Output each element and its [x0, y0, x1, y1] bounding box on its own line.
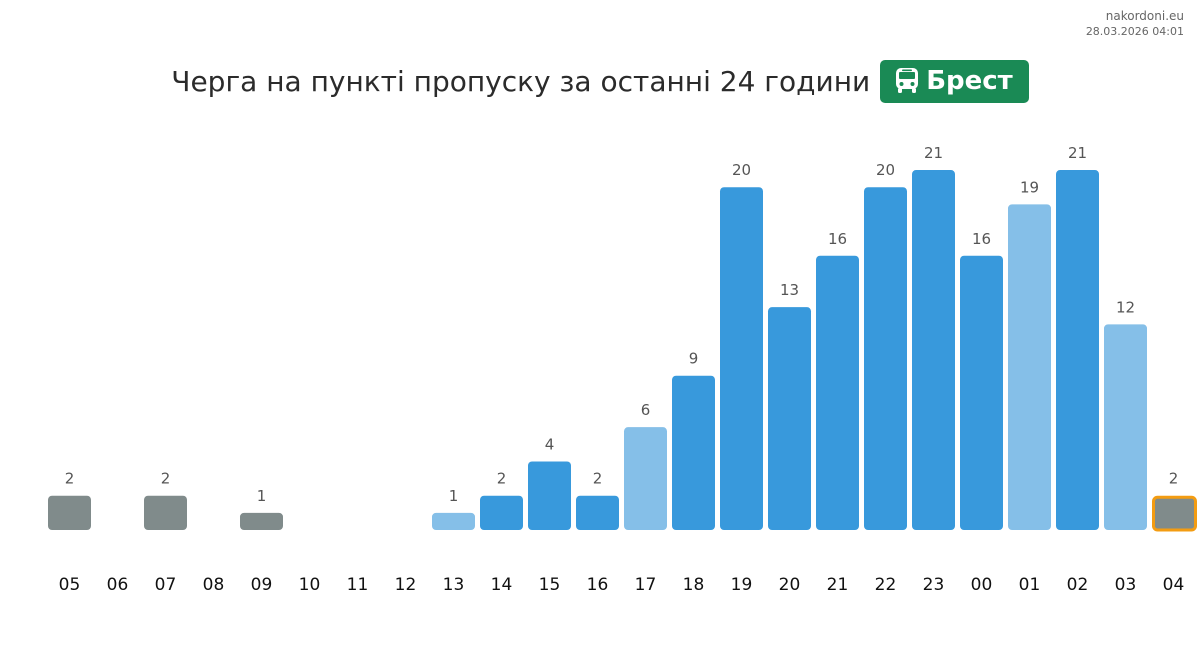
bar-value-label: 20: [876, 161, 895, 179]
x-tick-label: 06: [107, 575, 129, 595]
x-tick-label: 20: [779, 575, 801, 595]
x-tick-label: 10: [299, 575, 321, 595]
x-tick-label: 14: [491, 575, 513, 595]
bar-14: [480, 495, 523, 530]
bar-value-label: 12: [1116, 298, 1135, 316]
bar-17: [624, 427, 667, 530]
bar-value-label: 2: [65, 470, 75, 488]
x-tick-label: 22: [875, 575, 897, 595]
chart-title: Черга на пункті пропуску за останні 24 г…: [171, 64, 871, 98]
x-tick-label: 21: [827, 575, 849, 595]
x-tick-label: 19: [731, 575, 753, 595]
x-tick-label: 05: [59, 575, 81, 595]
bar-15: [528, 461, 571, 530]
bar-value-label: 21: [924, 144, 943, 162]
x-tick-label: 12: [395, 575, 417, 595]
bar-value-label: 2: [593, 470, 603, 488]
bar-16: [576, 495, 619, 530]
bar-value-label: 16: [972, 230, 991, 248]
bar-05: [48, 495, 91, 530]
bar-value-label: 2: [1169, 470, 1179, 488]
bar-04: [1152, 495, 1197, 532]
bar-value-label: 16: [828, 230, 847, 248]
bar-21: [816, 255, 859, 530]
bar-value-label: 13: [780, 281, 799, 299]
bar-value-label: 21: [1068, 144, 1087, 162]
bar-01: [1008, 204, 1051, 530]
bar-07: [144, 495, 187, 530]
bar-23: [912, 170, 955, 530]
bar-value-label: 1: [257, 487, 267, 505]
bar-value-label: 2: [161, 470, 171, 488]
chart-header: Черга на пункті пропуску за останні 24 г…: [0, 59, 1200, 103]
timestamp: 28.03.2026 04:01: [1085, 25, 1184, 38]
bus-icon: [896, 68, 919, 93]
x-tick-label: 02: [1067, 575, 1089, 595]
x-tick-label: 15: [539, 575, 561, 595]
bar-02: [1056, 170, 1099, 530]
x-tick-label: 04: [1163, 575, 1185, 595]
bar-value-label: 19: [1020, 178, 1039, 196]
bar-22: [864, 187, 907, 530]
bar-value-label: 2: [497, 470, 507, 488]
bar-19: [720, 187, 763, 530]
bar-value-label: 4: [545, 435, 555, 453]
bar-20: [768, 307, 811, 530]
bar-value-label: 6: [641, 401, 651, 419]
checkpoint-badge: Брест: [880, 59, 1029, 103]
bar-value-label: 20: [732, 161, 751, 179]
bar-18: [672, 375, 715, 530]
bar-value-label: 9: [689, 350, 699, 368]
x-tick-label: 11: [347, 575, 369, 595]
x-tick-label: 07: [155, 575, 177, 595]
x-tick-label: 18: [683, 575, 705, 595]
x-tick-label: 23: [923, 575, 945, 595]
bar-09: [240, 512, 283, 530]
x-tick-label: 16: [587, 575, 609, 595]
x-tick-label: 17: [635, 575, 657, 595]
x-tick-label: 09: [251, 575, 273, 595]
checkpoint-name: Брест: [926, 66, 1013, 96]
bar-00: [960, 255, 1003, 530]
x-tick-label: 03: [1115, 575, 1137, 595]
x-tick-label: 01: [1019, 575, 1041, 595]
x-tick-label: 08: [203, 575, 225, 595]
site-url: nakordoni.eu: [1105, 9, 1184, 23]
bar-03: [1104, 324, 1147, 530]
x-tick-label: 00: [971, 575, 993, 595]
bar-13: [432, 512, 475, 530]
bar-value-label: 1: [449, 487, 459, 505]
x-tick-label: 13: [443, 575, 465, 595]
site-info: nakordoni.eu 28.03.2026 04:01: [1086, 9, 1184, 40]
